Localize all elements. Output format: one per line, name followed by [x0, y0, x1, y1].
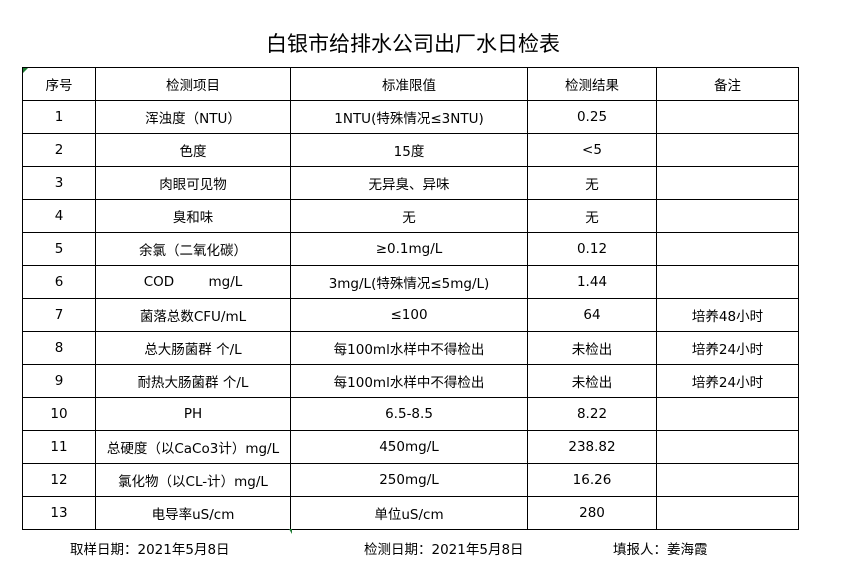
test-item-cell[interactable]: 臭和味: [95, 199, 291, 233]
remark-cell[interactable]: 培养48小时: [656, 298, 799, 332]
header-cell[interactable]: 检测结果: [527, 67, 657, 101]
row-number-cell[interactable]: 11: [22, 430, 96, 464]
standard-limit-cell[interactable]: ≥0.1mg/L: [290, 232, 528, 266]
page-title: 白银市给排水公司出厂水日检表: [266, 32, 560, 56]
table-row: 2 色度 15度 <5: [22, 133, 799, 167]
standard-limit-cell[interactable]: 1NTU(特殊情况≤3NTU): [290, 100, 528, 134]
standard-limit-cell[interactable]: 无异臭、异味: [290, 166, 528, 200]
test-item-cell[interactable]: 肉眼可见物: [95, 166, 291, 200]
standard-limit-cell[interactable]: 每100ml水样中不得检出: [290, 364, 528, 398]
test-item-cell[interactable]: 浑浊度（NTU）: [95, 100, 291, 134]
test-result-cell[interactable]: 未检出: [527, 331, 657, 365]
row-number-cell[interactable]: 4: [22, 199, 96, 233]
remark-cell[interactable]: [656, 496, 799, 530]
remark-cell[interactable]: 培养24小时: [656, 331, 799, 365]
reporter: 填报人：姜海霞: [613, 542, 708, 558]
remark-cell[interactable]: [656, 430, 799, 464]
remark-cell[interactable]: [656, 100, 799, 134]
test-result-cell[interactable]: 16.26: [527, 463, 657, 497]
test-item-cell[interactable]: PH: [95, 397, 291, 431]
test-item-cell[interactable]: 菌落总数CFU/mL: [95, 298, 291, 332]
test-result-cell[interactable]: 1.44: [527, 265, 657, 299]
test-result-cell[interactable]: 0.12: [527, 232, 657, 266]
test-result-cell[interactable]: 未检出: [527, 364, 657, 398]
remark-cell[interactable]: [656, 133, 799, 167]
standard-limit-cell[interactable]: 450mg/L: [290, 430, 528, 464]
test-result-cell[interactable]: 64: [527, 298, 657, 332]
table-row: 3 肉眼可见物 无异臭、异味无: [22, 166, 799, 200]
row-number-cell[interactable]: 10: [22, 397, 96, 431]
row-number-cell[interactable]: 9: [22, 364, 96, 398]
standard-limit-cell[interactable]: 6.5-8.5: [290, 397, 528, 431]
test-item-cell[interactable]: 耐热大肠菌群 个/L: [95, 364, 291, 398]
row-number-cell[interactable]: 1: [22, 100, 96, 134]
remark-cell[interactable]: [656, 265, 799, 299]
table-row: 6 COD mg/L 3mg/L(特殊情况≤5mg/L) 1.44: [22, 265, 799, 299]
inspection-table: 序号 检测项目 标准限值 检测结果 备注 1 浑浊度（NTU） 1NTU(特殊情况≤…: [22, 67, 799, 530]
test-item-cell[interactable]: 总大肠菌群 个/L: [95, 331, 291, 365]
test-result-cell[interactable]: 280: [527, 496, 657, 530]
test-item-cell[interactable]: 色度: [95, 133, 291, 167]
row-number-cell[interactable]: 8: [22, 331, 96, 365]
standard-limit-cell[interactable]: ≤100: [290, 298, 528, 332]
standard-limit-cell[interactable]: 每100ml水样中不得检出: [290, 331, 528, 365]
test-item-cell[interactable]: 总硬度（以CaCo3计）mg/L: [95, 430, 291, 464]
row-number-cell[interactable]: 12: [22, 463, 96, 497]
table-row: 10 PH 6.5-8.5 8.22: [22, 397, 799, 431]
remark-cell[interactable]: [656, 232, 799, 266]
header-cell[interactable]: 检测项目: [95, 67, 291, 101]
remark-cell[interactable]: 培养24小时: [656, 364, 799, 398]
test-result-cell[interactable]: <5: [527, 133, 657, 167]
row-number-cell[interactable]: 3: [22, 166, 96, 200]
test-result-cell[interactable]: 0.25: [527, 100, 657, 134]
sample-date: 取样日期：2021年5月8日: [70, 542, 230, 558]
remark-cell[interactable]: [656, 166, 799, 200]
standard-limit-cell[interactable]: 15度: [290, 133, 528, 167]
header-cell[interactable]: 标准限值: [290, 67, 528, 101]
row-number-cell[interactable]: 7: [22, 298, 96, 332]
test-item-cell[interactable]: 余氯（二氧化碳）: [95, 232, 291, 266]
test-result-cell[interactable]: 238.82: [527, 430, 657, 464]
header-cell[interactable]: 备注: [656, 67, 799, 101]
test-result-cell[interactable]: 无: [527, 166, 657, 200]
cell-comment-marker: [23, 68, 28, 73]
table-row: 13 电导率uS/cm 单位uS/cm 280: [22, 496, 799, 530]
standard-limit-cell[interactable]: 单位uS/cm: [290, 496, 528, 530]
table-row: 7 菌落总数CFU/mL ≤100 64 培养48小时: [22, 298, 799, 332]
remark-cell[interactable]: [656, 199, 799, 233]
table-header-row: 序号 检测项目 标准限值 检测结果 备注: [22, 67, 799, 101]
table-row: 5 余氯（二氧化碳） ≥0.1mg/L 0.12: [22, 232, 799, 266]
table-row: 4 臭和味无无: [22, 199, 799, 233]
test-item-cell[interactable]: 氯化物（以CL-计）mg/L: [95, 463, 291, 497]
header-cell[interactable]: 序号: [22, 67, 96, 101]
standard-limit-cell[interactable]: 250mg/L: [290, 463, 528, 497]
test-item-cell[interactable]: COD mg/L: [95, 265, 291, 299]
table-row: 12 氯化物（以CL-计）mg/L 250mg/L 16.26: [22, 463, 799, 497]
test-item-cell[interactable]: 电导率uS/cm: [95, 496, 291, 530]
standard-limit-cell[interactable]: 无: [290, 199, 528, 233]
test-result-cell[interactable]: 8.22: [527, 397, 657, 431]
table-row: 8 总大肠菌群 个/L 每100ml水样中不得检出 未检出 培养24小时: [22, 331, 799, 365]
row-number-cell[interactable]: 5: [22, 232, 96, 266]
row-number-cell[interactable]: 13: [22, 496, 96, 530]
remark-cell[interactable]: [656, 397, 799, 431]
table-row: 9 耐热大肠菌群 个/L 每100ml水样中不得检出 未检出 培养24小时: [22, 364, 799, 398]
table-row: 11 总硬度（以CaCo3计）mg/L 450mg/L 238.82: [22, 430, 799, 464]
row-number-cell[interactable]: 2: [22, 133, 96, 167]
test-date: 检测日期：2021年5月8日: [364, 542, 524, 558]
standard-limit-cell[interactable]: 3mg/L(特殊情况≤5mg/L): [290, 265, 528, 299]
test-result-cell[interactable]: 无: [527, 199, 657, 233]
cell-comment-marker: [289, 529, 292, 534]
table-row: 1 浑浊度（NTU） 1NTU(特殊情况≤3NTU) 0.25: [22, 100, 799, 134]
remark-cell[interactable]: [656, 463, 799, 497]
row-number-cell[interactable]: 6: [22, 265, 96, 299]
